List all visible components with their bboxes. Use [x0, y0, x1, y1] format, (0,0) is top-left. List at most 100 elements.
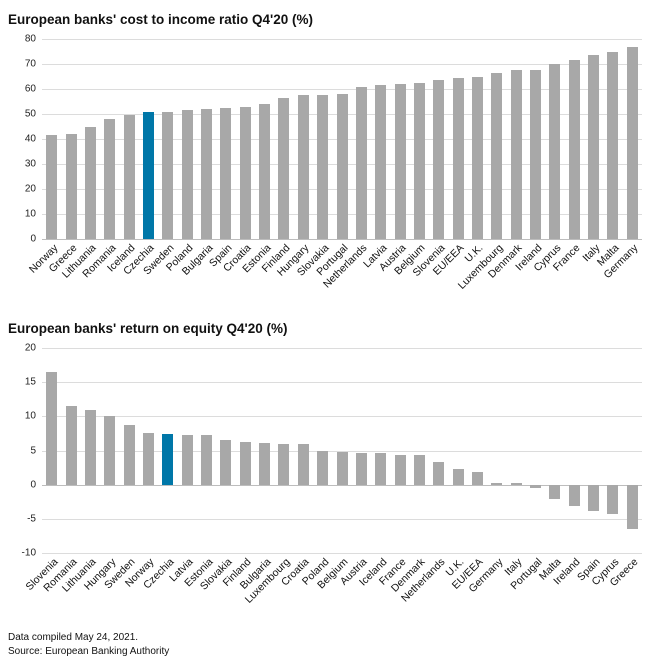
bar-spain: [588, 484, 600, 512]
bar-austria: [355, 452, 367, 485]
gridline-y-80: [42, 39, 642, 40]
data-compiled-note: Data compiled May 24, 2021.: [8, 632, 139, 643]
y-tick-label-10: 10: [24, 410, 36, 422]
bar-estonia: [259, 104, 271, 239]
chart-title-return-on-equity: European banks' return on equity Q4'20 (…: [8, 321, 288, 336]
bar-iceland: [123, 115, 135, 239]
bar-eu-eea: [452, 77, 464, 239]
y-tick-label-60: 60: [24, 83, 36, 95]
bar-germany: [491, 482, 503, 485]
y-tick-label--5: -5: [27, 513, 36, 525]
y-tick-label-20: 20: [24, 183, 36, 195]
bar-croatia: [239, 106, 251, 239]
bar-estonia: [201, 435, 213, 485]
bar-malta: [607, 51, 619, 239]
bar-hungary: [104, 416, 116, 485]
y-tick-label-30: 30: [24, 158, 36, 170]
bar-finland: [278, 97, 290, 239]
bar-bulgaria: [201, 109, 213, 239]
bar-slovenia: [46, 371, 58, 485]
chart-return-on-equity: European banks' return on equity Q4'20 (…: [8, 321, 652, 625]
bar-romania: [65, 406, 77, 485]
chart-cost-to-income: European banks' cost to income ratio Q4'…: [8, 12, 652, 317]
bar-croatia: [297, 444, 309, 485]
bar-greece: [626, 484, 638, 530]
bar-portugal: [530, 484, 542, 489]
gridline-y-70: [42, 64, 642, 65]
bar-latvia: [181, 434, 193, 485]
bar-luxembourg: [278, 443, 290, 485]
return-on-equity-plot-area: -10 -5 0 5 10 15 20: [22, 343, 642, 559]
bar-poland: [317, 450, 329, 485]
y-tick-label-40: 40: [24, 133, 36, 145]
gridline-y--10: [42, 553, 642, 554]
bar-poland: [181, 110, 193, 239]
footer: Data compiled May 24, 2021. Source: Euro…: [8, 631, 652, 659]
bar-hungary: [297, 95, 309, 239]
source-note: Source: European Banking Authority: [8, 646, 170, 657]
bar-netherlands: [355, 86, 367, 239]
bar-denmark: [510, 70, 522, 239]
gridline-y-5: [42, 450, 642, 452]
gridline-y-10: [42, 416, 642, 418]
y-tick-label-70: 70: [24, 58, 36, 70]
y-tick-label-10: 10: [24, 208, 36, 220]
bar-cyprus: [549, 64, 561, 239]
bar-finland: [239, 441, 251, 485]
bar-u-k: [471, 76, 483, 239]
y-tick-label-5: 5: [30, 445, 36, 456]
gridline-y-0: [42, 484, 642, 486]
bar-spain: [220, 107, 232, 239]
bar-luxembourg: [491, 72, 503, 239]
gridline-y-0: [42, 239, 642, 240]
return-on-equity-x-labels: Slovenia Romania Lithuania Hungary Sweden Nor…: [23, 553, 642, 625]
bar-france: [394, 454, 406, 485]
bar-slovenia: [433, 80, 445, 239]
bar-malta: [549, 484, 561, 499]
bar-germany: [626, 46, 638, 239]
y-tick-label--10: -10: [21, 547, 36, 559]
y-tick-label-50: 50: [24, 108, 36, 120]
y-tick-label-0: 0: [30, 479, 36, 491]
bar-ireland: [530, 70, 542, 239]
bar-italy: [588, 55, 600, 239]
bar-greece: [65, 134, 77, 239]
gridline-y-15: [42, 382, 642, 384]
cost-to-income-x-labels: Norway Greece Lithuania Romania Iceland Czech…: [27, 239, 642, 317]
y-tick-label-20: 20: [24, 342, 36, 354]
gridline-y-20: [42, 348, 642, 349]
bar-norway: [46, 135, 58, 239]
bar-sweden: [162, 111, 174, 239]
bar-denmark: [413, 455, 425, 485]
bar-eu-eea: [471, 471, 483, 485]
bar-slovakia: [317, 95, 329, 239]
bar-lithuania: [84, 409, 96, 485]
bar-belgium: [413, 82, 425, 239]
bar-france: [568, 60, 580, 239]
bar-portugal: [336, 94, 348, 239]
gridline-y-60: [42, 89, 642, 90]
gridline-y--5: [42, 518, 642, 520]
bar-czechia: [162, 434, 174, 485]
bar-italy: [510, 483, 522, 485]
y-tick-label-0: 0: [30, 233, 36, 245]
chart-title-cost-to-income: European banks' cost to income ratio Q4'…: [8, 12, 313, 27]
bar-sweden: [123, 424, 135, 485]
bar-bulgaria: [259, 442, 271, 485]
bar-ireland: [568, 484, 580, 506]
y-tick-label-15: 15: [24, 376, 36, 388]
bar-belgium: [336, 451, 348, 485]
cost-to-income-plot-area: 0 10 20 30 40 50 60 70 80: [25, 34, 642, 245]
y-tick-label-80: 80: [24, 33, 36, 45]
bar-czechia: [142, 111, 154, 239]
bar-netherlands: [433, 462, 445, 485]
bar-romania: [104, 119, 116, 239]
bar-iceland: [375, 453, 387, 485]
bar-cyprus: [607, 484, 619, 515]
bar-lithuania: [84, 126, 96, 239]
bar-norway: [142, 433, 154, 485]
bar-slovakia: [220, 440, 232, 485]
bar-u-k: [452, 468, 464, 485]
bar-latvia: [375, 85, 387, 239]
